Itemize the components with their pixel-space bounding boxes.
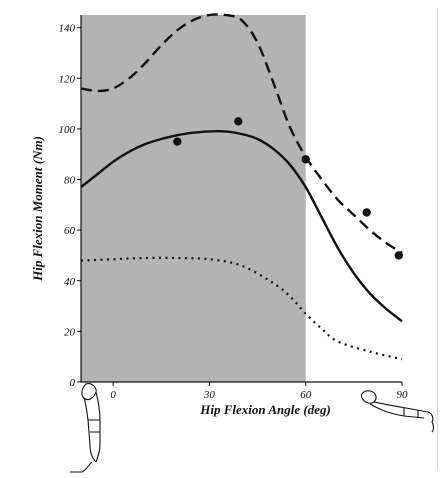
y-axis-title: Hip Flexion Moment (Nm) — [30, 136, 45, 282]
x-axis-title: Hip Flexion Angle (deg) — [199, 402, 331, 417]
data-point — [394, 251, 403, 260]
y-tick-label: 60 — [64, 225, 76, 237]
data-point — [234, 117, 243, 126]
leg-straight-illustration — [70, 383, 101, 473]
y-tick-label: 120 — [59, 73, 76, 85]
data-point — [362, 208, 371, 217]
data-point — [301, 155, 310, 164]
shaded-region — [81, 15, 306, 382]
data-point — [173, 137, 182, 146]
x-tick-label: 90 — [397, 389, 409, 401]
series-line-dashed — [80, 13, 403, 254]
y-tick-label: 80 — [64, 175, 76, 187]
series-line-solid — [80, 129, 403, 323]
right-border-rule — [437, 8, 438, 470]
leg-flexed-illustration — [360, 390, 435, 433]
y-tick-label: 0 — [70, 377, 76, 389]
y-tick-label: 20 — [64, 326, 76, 338]
x-tick-label: 0 — [110, 389, 116, 401]
x-tick-label: 30 — [203, 389, 216, 401]
y-tick-label: 140 — [59, 23, 76, 35]
y-tick-label: 100 — [59, 124, 76, 136]
x-tick-label: 60 — [300, 389, 312, 401]
y-tick-label: 40 — [64, 276, 76, 288]
